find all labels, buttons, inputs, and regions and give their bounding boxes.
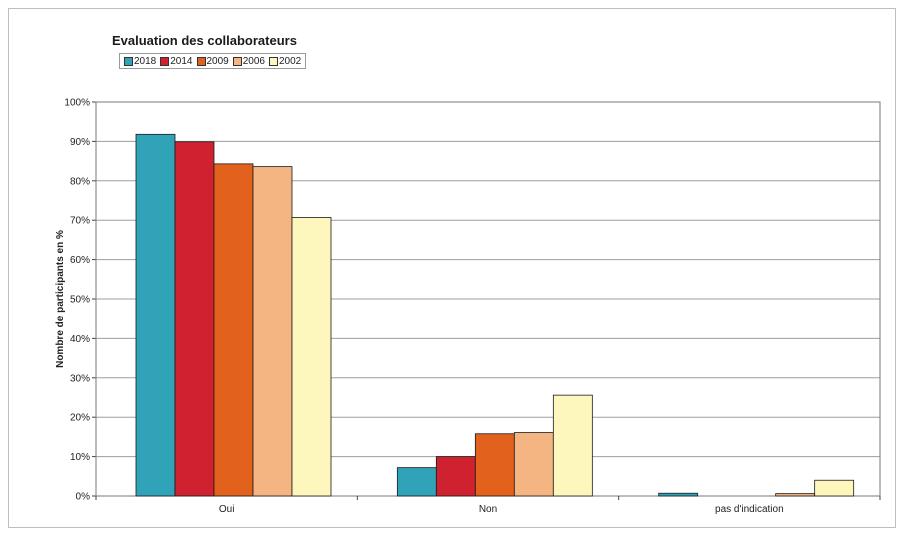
x-tick-label: Oui (219, 504, 235, 515)
legend-item: 2018 (124, 56, 156, 67)
bar-2002-2 (814, 479, 855, 497)
bar-2006-0 (252, 166, 293, 497)
bar-2009-0 (213, 163, 254, 497)
bar-2009-1 (474, 433, 515, 497)
legend-item: 2006 (232, 55, 265, 67)
y-tick-label: 60% (70, 255, 90, 266)
legend-item: 2009 (196, 55, 229, 67)
bar-2018-2 (658, 492, 699, 497)
y-tick-label: 80% (70, 176, 90, 187)
chart-title: Evaluation des collaborateurs (112, 33, 297, 48)
y-tick-label: 70% (70, 216, 90, 227)
legend-label: 2006 (242, 55, 265, 67)
y-tick-label: 10% (70, 452, 90, 463)
bar-2018-0 (135, 133, 176, 497)
bar-2002-0 (291, 217, 332, 497)
y-axis-title: Nombre de participants en % (55, 230, 66, 368)
legend-label: 2009 (206, 55, 229, 67)
legend-swatch (232, 56, 242, 66)
legend-label: 2018 (134, 55, 157, 67)
y-tick-label: 100% (64, 98, 90, 109)
y-tick-label: 50% (70, 295, 90, 306)
y-tick-label: 40% (70, 334, 90, 345)
y-tick-label: 20% (70, 413, 90, 424)
legend-item: 2002 (269, 56, 301, 67)
x-tick-label: pas d'indication (715, 504, 784, 515)
bar-2014-1 (435, 456, 476, 497)
bar-2006-1 (513, 432, 554, 497)
legend-label: 2002 (279, 55, 302, 67)
bar-2006-2 (775, 493, 816, 497)
legend-item: 2014 (160, 55, 193, 67)
bar-2014-0 (174, 141, 215, 497)
y-tick-label: 0% (76, 492, 91, 503)
legend-swatch (196, 56, 206, 66)
legend-swatch (269, 56, 278, 66)
legend-swatch (124, 56, 133, 66)
y-tick-label: 90% (70, 137, 90, 148)
chart-legend: 2018 2014 2009 2006 2002 (119, 53, 307, 69)
y-tick-label: 30% (70, 373, 90, 384)
bar-2002-1 (552, 394, 593, 497)
legend-label: 2014 (170, 55, 193, 67)
bar-2018-1 (396, 467, 437, 497)
legend-swatch (160, 56, 170, 66)
x-tick-label: Non (479, 504, 497, 515)
